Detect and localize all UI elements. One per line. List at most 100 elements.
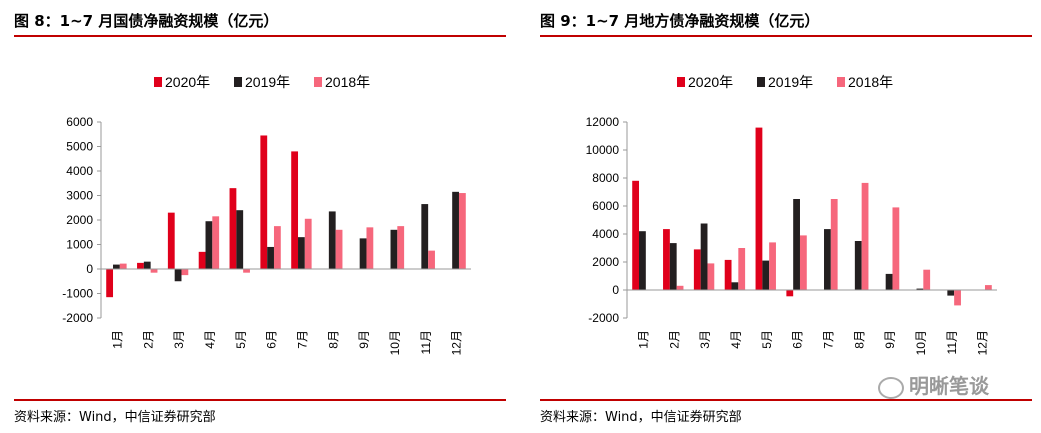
bar-2019年-8月	[854, 241, 862, 290]
x-tick-label: 6月	[791, 330, 805, 349]
x-tick-label: 4月	[729, 330, 743, 349]
chart-treasury-net-financing: 2020年 2019年 2018年 -2000 -1000 0 1000 2000 3000 40…	[62, 74, 471, 355]
legend-swatch-1	[757, 77, 765, 87]
y-tick-label: 6000	[592, 199, 619, 213]
x-tick-label: 10月	[388, 330, 402, 355]
legend-swatch-2	[314, 77, 322, 87]
bar-2018年-11月	[428, 250, 435, 269]
y-tick-label: -2000	[62, 311, 93, 325]
watermark-text: 明晰笔谈	[909, 374, 989, 398]
bar-2019年-3月	[174, 269, 182, 282]
bar-2020年-3月	[693, 249, 701, 290]
x-tick-label: 8月	[326, 330, 340, 349]
bar-2018年-12月	[984, 285, 992, 290]
x-tick-label: 7月	[821, 330, 835, 349]
x-tick-label: 1月	[110, 330, 124, 349]
bar-2018年-3月	[181, 269, 189, 276]
bar-2018年-4月	[738, 248, 746, 290]
bar-2020年-5月	[229, 188, 237, 269]
bar-2020年-6月	[786, 290, 794, 297]
bar-2018年-6月	[799, 235, 807, 290]
y-tick-label: 4000	[592, 227, 619, 241]
bar-2018年-8月	[861, 182, 869, 290]
bar-2019年-7月	[298, 237, 305, 269]
legend-swatch-1	[234, 77, 242, 87]
legend-label-1: 2019年	[768, 74, 813, 90]
legend-label-1: 2019年	[245, 74, 290, 90]
x-tick-label: 10月	[914, 330, 928, 355]
x-tick-label: 8月	[852, 330, 866, 349]
chart-title-treasury: 图 8：1~7 月国债净融资规模（亿元）	[14, 12, 279, 30]
bar-2020年-1月	[632, 180, 640, 290]
bar-2018年-4月	[212, 216, 220, 269]
y-tick-label: 6000	[66, 115, 93, 129]
bar-2018年-9月	[366, 227, 374, 269]
x-tick-label: 11月	[945, 330, 959, 354]
bar-2020年-3月	[167, 212, 175, 269]
bar-2019年-12月	[452, 191, 459, 269]
bar-2020年-2月	[663, 229, 670, 290]
bar-2019年-9月	[359, 238, 367, 269]
panel-local-bond: 图 9：1~7 月地方债净融资规模（亿元） 2020年 2019年 2018年 -20…	[532, 0, 1032, 433]
x-tick-label: 12月	[976, 330, 990, 355]
bar-2019年-10月	[916, 288, 924, 290]
bar-2018年-7月	[304, 218, 312, 269]
bar-2018年-5月	[769, 242, 776, 290]
bar-2019年-7月	[824, 229, 831, 290]
legend-swatch-2	[837, 77, 845, 87]
bar-2018年-11月	[954, 290, 961, 306]
y-tick-label: 10000	[586, 143, 620, 157]
bar-2019年-3月	[700, 223, 708, 290]
bar-2019年-11月	[421, 204, 429, 269]
x-tick-label: 12月	[450, 330, 464, 355]
x-tick-label: 6月	[265, 330, 279, 349]
legend-label-0: 2020年	[165, 74, 210, 90]
x-tick-label: 7月	[295, 330, 309, 349]
y-tick-label: 2000	[66, 213, 93, 227]
bar-2019年-5月	[236, 210, 244, 269]
title-rule	[540, 35, 1032, 37]
bar-2019年-1月	[113, 264, 120, 269]
title-rule	[14, 35, 506, 37]
chart-title-local-bond: 图 9：1~7 月地方债净融资规模（亿元）	[540, 12, 820, 30]
x-tick-label: 1月	[636, 330, 650, 349]
chart-local-bond-net-financing: 2020年 2019年 2018年 -2000 0 2000 4000 6000 8000 100…	[586, 74, 997, 355]
source-rule	[540, 399, 1032, 401]
y-tick-label: 0	[612, 283, 619, 297]
bar-2019年-5月	[762, 260, 770, 290]
y-tick-label: -1000	[62, 287, 93, 301]
bar-2020年-5月	[755, 127, 763, 290]
x-tick-label: 9月	[357, 330, 371, 349]
bar-2018年-10月	[397, 226, 405, 269]
bar-2019年-4月	[731, 282, 739, 290]
x-tick-label: 3月	[698, 330, 712, 349]
y-tick-label: 1000	[66, 238, 93, 252]
y-tick-label: 2000	[592, 255, 619, 269]
y-tick-label: 8000	[592, 171, 619, 185]
legend-label-2: 2018年	[325, 74, 370, 90]
bar-2018年-1月	[119, 263, 127, 269]
bar-2020年-4月	[198, 251, 206, 269]
wechat-icon	[878, 376, 904, 399]
bar-2020年-4月	[724, 259, 732, 290]
bar-2019年-8月	[328, 211, 336, 269]
bar-2018年-8月	[335, 229, 343, 269]
bar-2019年-2月	[143, 261, 151, 269]
legend-label-2: 2018年	[848, 74, 893, 90]
bar-2019年-10月	[390, 229, 398, 269]
y-tick-label: 5000	[66, 140, 93, 154]
x-tick-label: 2月	[141, 330, 155, 349]
watermark: 明晰笔谈	[878, 370, 989, 399]
bar-2019年-11月	[947, 290, 955, 296]
bar-2018年-2月	[150, 269, 158, 273]
bar-2018年-2月	[676, 285, 684, 290]
bar-2018年-12月	[458, 193, 466, 269]
bar-2018年-10月	[923, 269, 931, 290]
x-tick-label: 9月	[883, 330, 897, 349]
source-rule	[14, 399, 506, 401]
bar-2019年-6月	[267, 246, 274, 269]
x-tick-label: 11月	[419, 330, 433, 354]
legend-swatch-0	[677, 77, 685, 87]
y-tick-label: 3000	[66, 189, 93, 203]
x-tick-label: 3月	[172, 330, 186, 349]
